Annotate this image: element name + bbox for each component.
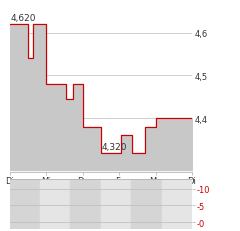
Bar (101, 179, 131, 229)
Text: 4,620: 4,620 (10, 14, 36, 23)
Bar (70, 179, 101, 229)
Bar (131, 179, 162, 229)
Bar (162, 179, 192, 229)
Bar (40, 179, 70, 229)
Text: 4,320: 4,320 (102, 142, 127, 151)
Bar (10, 179, 40, 229)
